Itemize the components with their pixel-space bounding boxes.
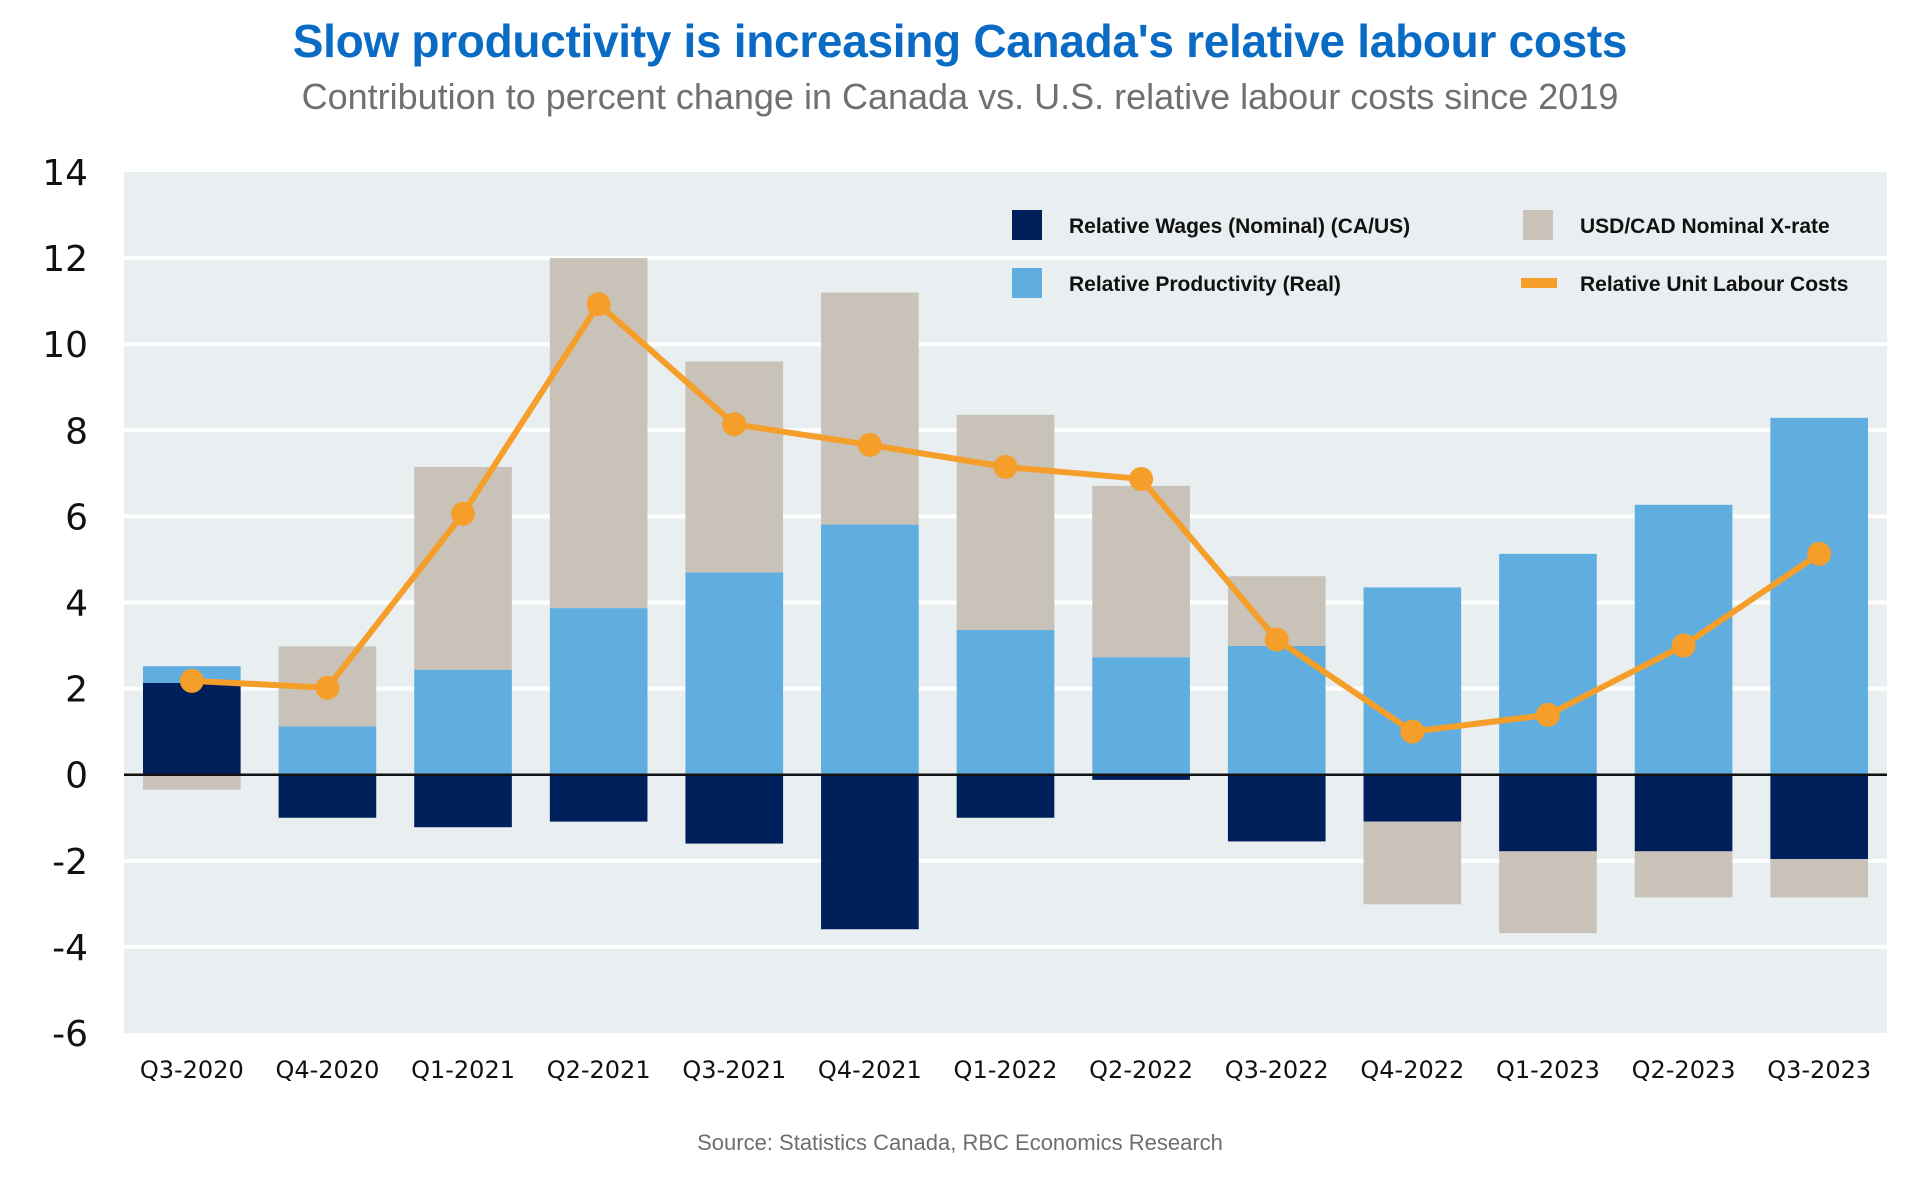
y-tick-label: 4	[65, 584, 88, 625]
bar-wages-q3-2021	[685, 774, 784, 844]
x-tick-label: Q1-2021	[411, 1056, 515, 1084]
bar-xrate-q2-2023	[1634, 851, 1733, 898]
bar-wages-q4-2020	[278, 774, 377, 818]
x-tick-label: Q4-2020	[275, 1056, 379, 1084]
x-tick-label: Q2-2023	[1632, 1056, 1736, 1084]
ulc-point-q1-2022	[993, 454, 1018, 479]
bar-productivity-q1-2023	[1499, 553, 1597, 775]
source-note: Source: Statistics Canada, RBC Economics…	[697, 1130, 1223, 1155]
ulc-point-q3-2022	[1264, 627, 1289, 652]
y-tick-label: 8	[65, 411, 88, 452]
y-tick-label: 14	[42, 153, 88, 194]
bar-wages-q2-2022	[1092, 774, 1190, 780]
bar-productivity-q3-2022	[1227, 645, 1326, 775]
x-tick-label: Q3-2022	[1225, 1056, 1329, 1084]
bar-productivity-q4-2021	[821, 524, 919, 775]
bar-productivity-q2-2022	[1092, 657, 1190, 775]
bars	[142, 258, 1869, 934]
ulc-point-q4-2021	[857, 432, 882, 457]
legend-item: Relative Productivity (Real)	[1012, 268, 1341, 298]
ulc-point-q4-2020	[315, 675, 340, 700]
bar-wages-q3-2020	[142, 683, 241, 775]
bar-wages-q3-2022	[1227, 774, 1326, 842]
legend: Relative Wages (Nominal) (CA/US) USD/CAD …	[1012, 210, 1848, 298]
y-tick-label: 12	[42, 239, 88, 280]
legend-item: USD/CAD Nominal X-rate	[1523, 210, 1830, 240]
x-tick-label: Q2-2022	[1089, 1056, 1193, 1084]
bar-xrate-q3-2023	[1770, 859, 1869, 898]
x-tick-label: Q3-2020	[140, 1056, 244, 1084]
bar-wages-q2-2023	[1634, 774, 1733, 852]
bar-wages-q3-2023	[1770, 774, 1869, 860]
y-tick-label: -2	[52, 842, 88, 883]
ulc-point-q2-2023	[1671, 633, 1696, 658]
chart-title: Slow productivity is increasing Canada's…	[292, 15, 1628, 67]
x-tick-label: Q2-2021	[547, 1056, 651, 1084]
legend-item: Relative Wages (Nominal) (CA/US)	[1012, 210, 1410, 240]
y-axis-ticks: 14 12 10 8 6 4 2 0 -2 -4 -6	[42, 153, 88, 1055]
bar-productivity-q4-2020	[278, 726, 377, 775]
y-tick-label: 6	[65, 497, 88, 538]
ulc-point-q1-2023	[1535, 702, 1560, 727]
y-tick-label: -4	[52, 928, 88, 969]
bar-productivity-q1-2022	[956, 630, 1055, 775]
bar-xrate-q1-2022	[956, 414, 1055, 631]
legend-swatch-productivity	[1012, 268, 1042, 298]
y-tick-label: 0	[65, 756, 88, 797]
bar-wages-q1-2021	[414, 774, 512, 828]
bar-xrate-q3-2020	[142, 774, 241, 790]
legend-line-ulc	[1521, 278, 1557, 288]
x-tick-label: Q4-2021	[818, 1056, 922, 1084]
bar-wages-q4-2021	[821, 774, 919, 930]
x-tick-label: Q1-2022	[954, 1056, 1058, 1084]
bar-productivity-q1-2021	[414, 669, 512, 775]
ulc-point-q3-2021	[722, 412, 747, 437]
bar-xrate-q2-2022	[1092, 485, 1190, 658]
ulc-point-q2-2022	[1129, 466, 1154, 491]
bar-wages-q1-2022	[956, 774, 1055, 818]
chart-subtitle: Contribution to percent change in Canada…	[301, 76, 1619, 117]
y-tick-label: -6	[52, 1014, 88, 1055]
legend-swatch-wages	[1012, 210, 1042, 240]
ulc-line-series	[179, 292, 1832, 744]
legend-label: Relative Unit Labour Costs	[1580, 273, 1848, 296]
x-tick-label: Q3-2023	[1767, 1056, 1871, 1084]
legend-label: Relative Wages (Nominal) (CA/US)	[1069, 215, 1410, 238]
x-tick-label: Q1-2023	[1496, 1056, 1600, 1084]
x-axis-ticks: Q3-2020 Q4-2020 Q1-2021 Q2-2021 Q3-2021 Q4-20…	[140, 1056, 1871, 1084]
bar-wages-q1-2023	[1499, 774, 1597, 852]
y-tick-label: 10	[42, 325, 88, 366]
bar-xrate-q4-2021	[821, 292, 919, 525]
bar-xrate-q1-2021	[414, 466, 512, 670]
ulc-point-q1-2021	[451, 501, 476, 526]
legend-swatch-xrate	[1523, 210, 1553, 240]
bar-productivity-q3-2021	[685, 572, 784, 775]
bar-wages-q4-2022	[1363, 774, 1462, 822]
bar-productivity-q4-2022	[1363, 587, 1462, 775]
bar-xrate-q2-2021	[549, 258, 648, 609]
legend-label: USD/CAD Nominal X-rate	[1580, 215, 1830, 238]
ulc-point-q3-2023	[1807, 541, 1832, 566]
legend-label: Relative Productivity (Real)	[1069, 273, 1341, 296]
bar-wages-q2-2021	[549, 774, 648, 822]
x-tick-label: Q3-2021	[682, 1056, 786, 1084]
ulc-point-q4-2022	[1400, 719, 1425, 744]
bar-xrate-q4-2022	[1363, 821, 1462, 905]
x-tick-label: Q4-2022	[1360, 1056, 1464, 1084]
bar-xrate-q1-2023	[1499, 851, 1597, 934]
y-tick-label: 2	[65, 670, 88, 711]
bar-productivity-q3-2023	[1770, 417, 1869, 775]
ulc-point-q2-2021	[586, 292, 611, 317]
bar-productivity-q2-2021	[549, 608, 648, 775]
ulc-point-q3-2020	[179, 668, 204, 693]
legend-item: Relative Unit Labour Costs	[1521, 273, 1848, 296]
